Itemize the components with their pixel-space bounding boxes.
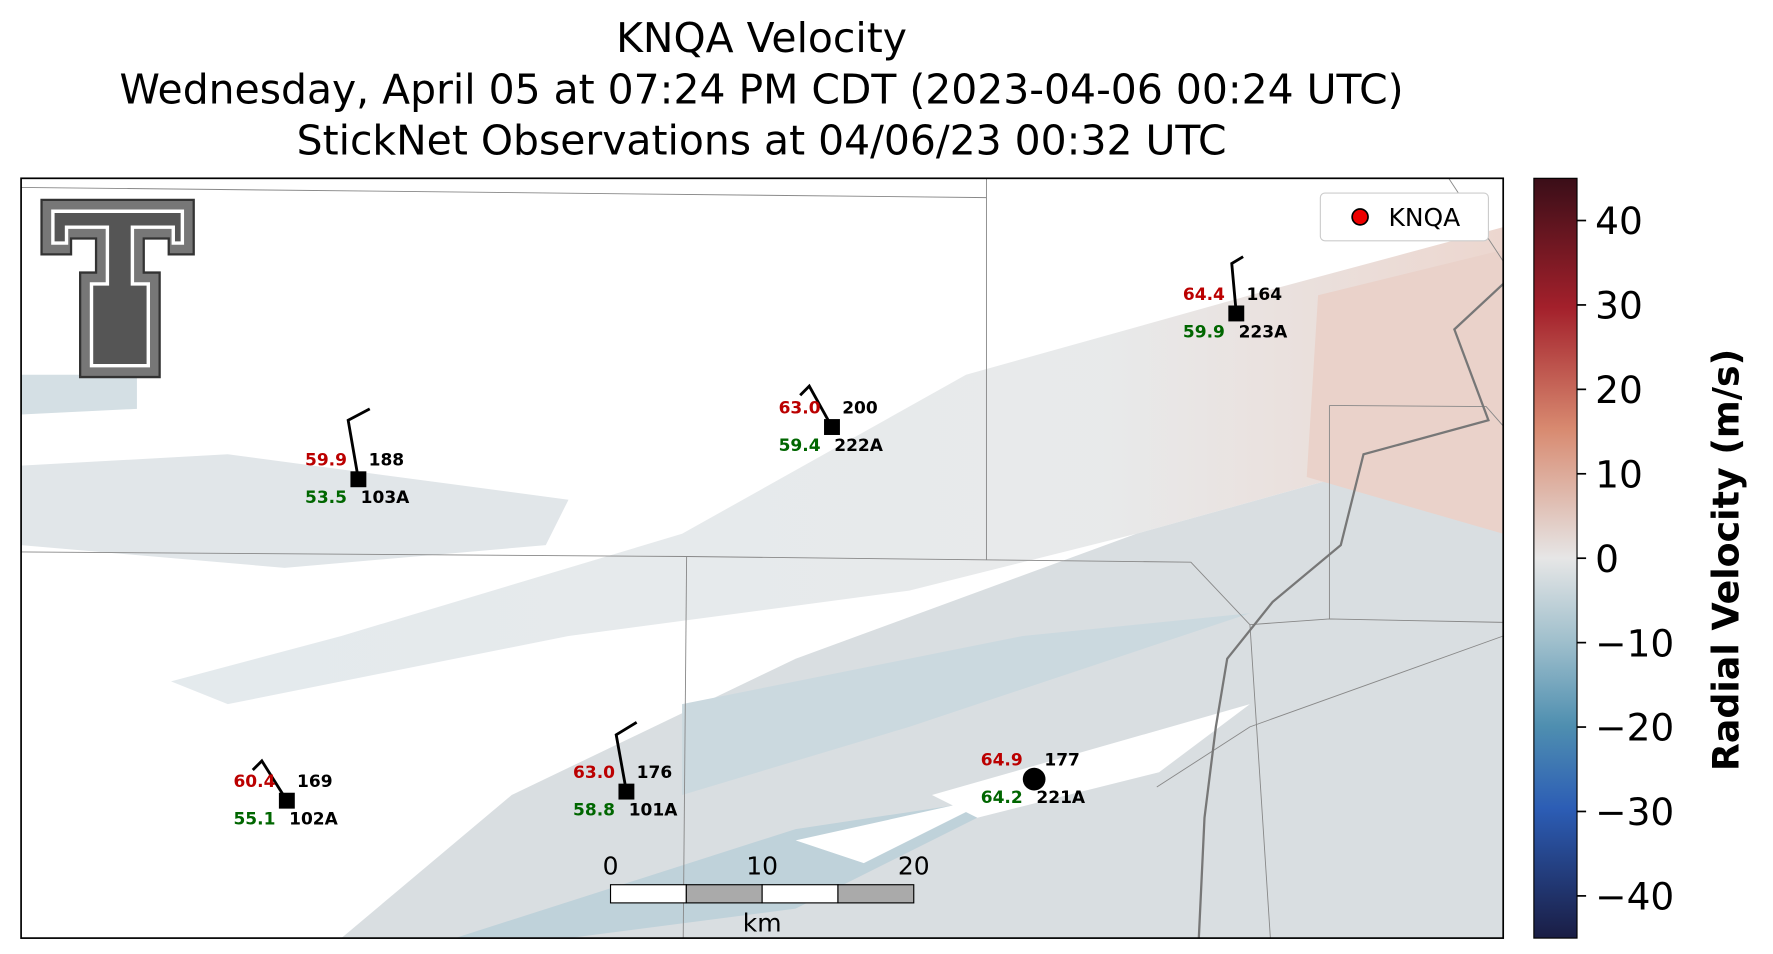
state-border — [1197, 283, 1504, 939]
colorbar-tick-label: 30 — [1595, 284, 1643, 328]
county-lines — [21, 178, 1504, 939]
pressure: 177 — [1044, 750, 1080, 770]
legend-marker — [1351, 208, 1369, 226]
temperature: 63.0 — [573, 763, 615, 783]
temperature: 60.4 — [233, 772, 275, 792]
station-id: 222A — [834, 436, 884, 456]
station-marker — [1228, 305, 1245, 322]
colorbar-tick-label: −40 — [1595, 875, 1674, 919]
colorbar-tick-label: −30 — [1595, 790, 1674, 834]
wind-barbs — [251, 255, 1244, 802]
pressure: 169 — [297, 772, 333, 792]
colorbar — [1533, 177, 1578, 939]
scale-unit: km — [743, 908, 782, 937]
station-id: 103A — [361, 488, 411, 508]
pressure: 164 — [1247, 285, 1283, 305]
scale-segment — [837, 884, 915, 904]
station-marker — [618, 783, 635, 800]
scale-bar: 0 10 20 km — [603, 852, 930, 938]
title-line: KNQA Velocity — [616, 14, 907, 62]
colorbar-tick-label: 0 — [1595, 537, 1619, 581]
title-line: StickNet Observations at 04/06/23 00:32 … — [297, 116, 1227, 164]
temperature: 64.9 — [981, 750, 1023, 770]
dewpoint: 58.8 — [573, 800, 615, 820]
dewpoint: 53.5 — [305, 488, 347, 508]
station-id: 102A — [289, 810, 339, 830]
colorbar-tick-label: −10 — [1595, 621, 1674, 665]
temperature: 63.0 — [779, 398, 821, 418]
dewpoint: 59.9 — [1183, 322, 1225, 342]
station-marker — [350, 471, 367, 488]
colorbar-tick-label: −20 — [1595, 706, 1674, 750]
colorbar-tick-label: 20 — [1595, 368, 1643, 412]
station-marker — [1022, 767, 1046, 791]
scale-tick-label: 20 — [898, 852, 930, 881]
radar-field — [21, 227, 1504, 939]
station-marker — [278, 792, 295, 809]
temperature: 64.4 — [1183, 285, 1225, 305]
colorbar-tick-label: 10 — [1595, 452, 1643, 496]
scale-segment — [761, 884, 839, 904]
station-marker — [824, 419, 840, 435]
station-id: 223A — [1239, 322, 1289, 342]
scale-tick-label: 10 — [746, 852, 778, 881]
map-frame — [20, 177, 1505, 939]
scale-segment — [685, 884, 763, 904]
ttu-logo — [40, 198, 195, 379]
pressure: 200 — [842, 398, 878, 418]
station-id: 221A — [1036, 788, 1086, 808]
dewpoint: 59.4 — [779, 436, 821, 456]
dewpoint: 55.1 — [233, 810, 275, 830]
scale-tick-label: 0 — [603, 852, 619, 881]
colorbar-label: Radial Velocity (m/s) — [1704, 349, 1747, 771]
pressure: 188 — [369, 451, 405, 471]
legend: KNQA — [1319, 192, 1489, 242]
dewpoint: 64.2 — [981, 788, 1023, 808]
legend-label: KNQA — [1388, 203, 1460, 232]
title-line: Wednesday, April 05 at 07:24 PM CDT (202… — [120, 65, 1404, 113]
station-id: 101A — [629, 800, 679, 820]
pressure: 176 — [637, 763, 673, 783]
scale-segment — [609, 884, 687, 904]
temperature: 59.9 — [305, 451, 347, 471]
colorbar-tick-label: 40 — [1595, 199, 1643, 243]
